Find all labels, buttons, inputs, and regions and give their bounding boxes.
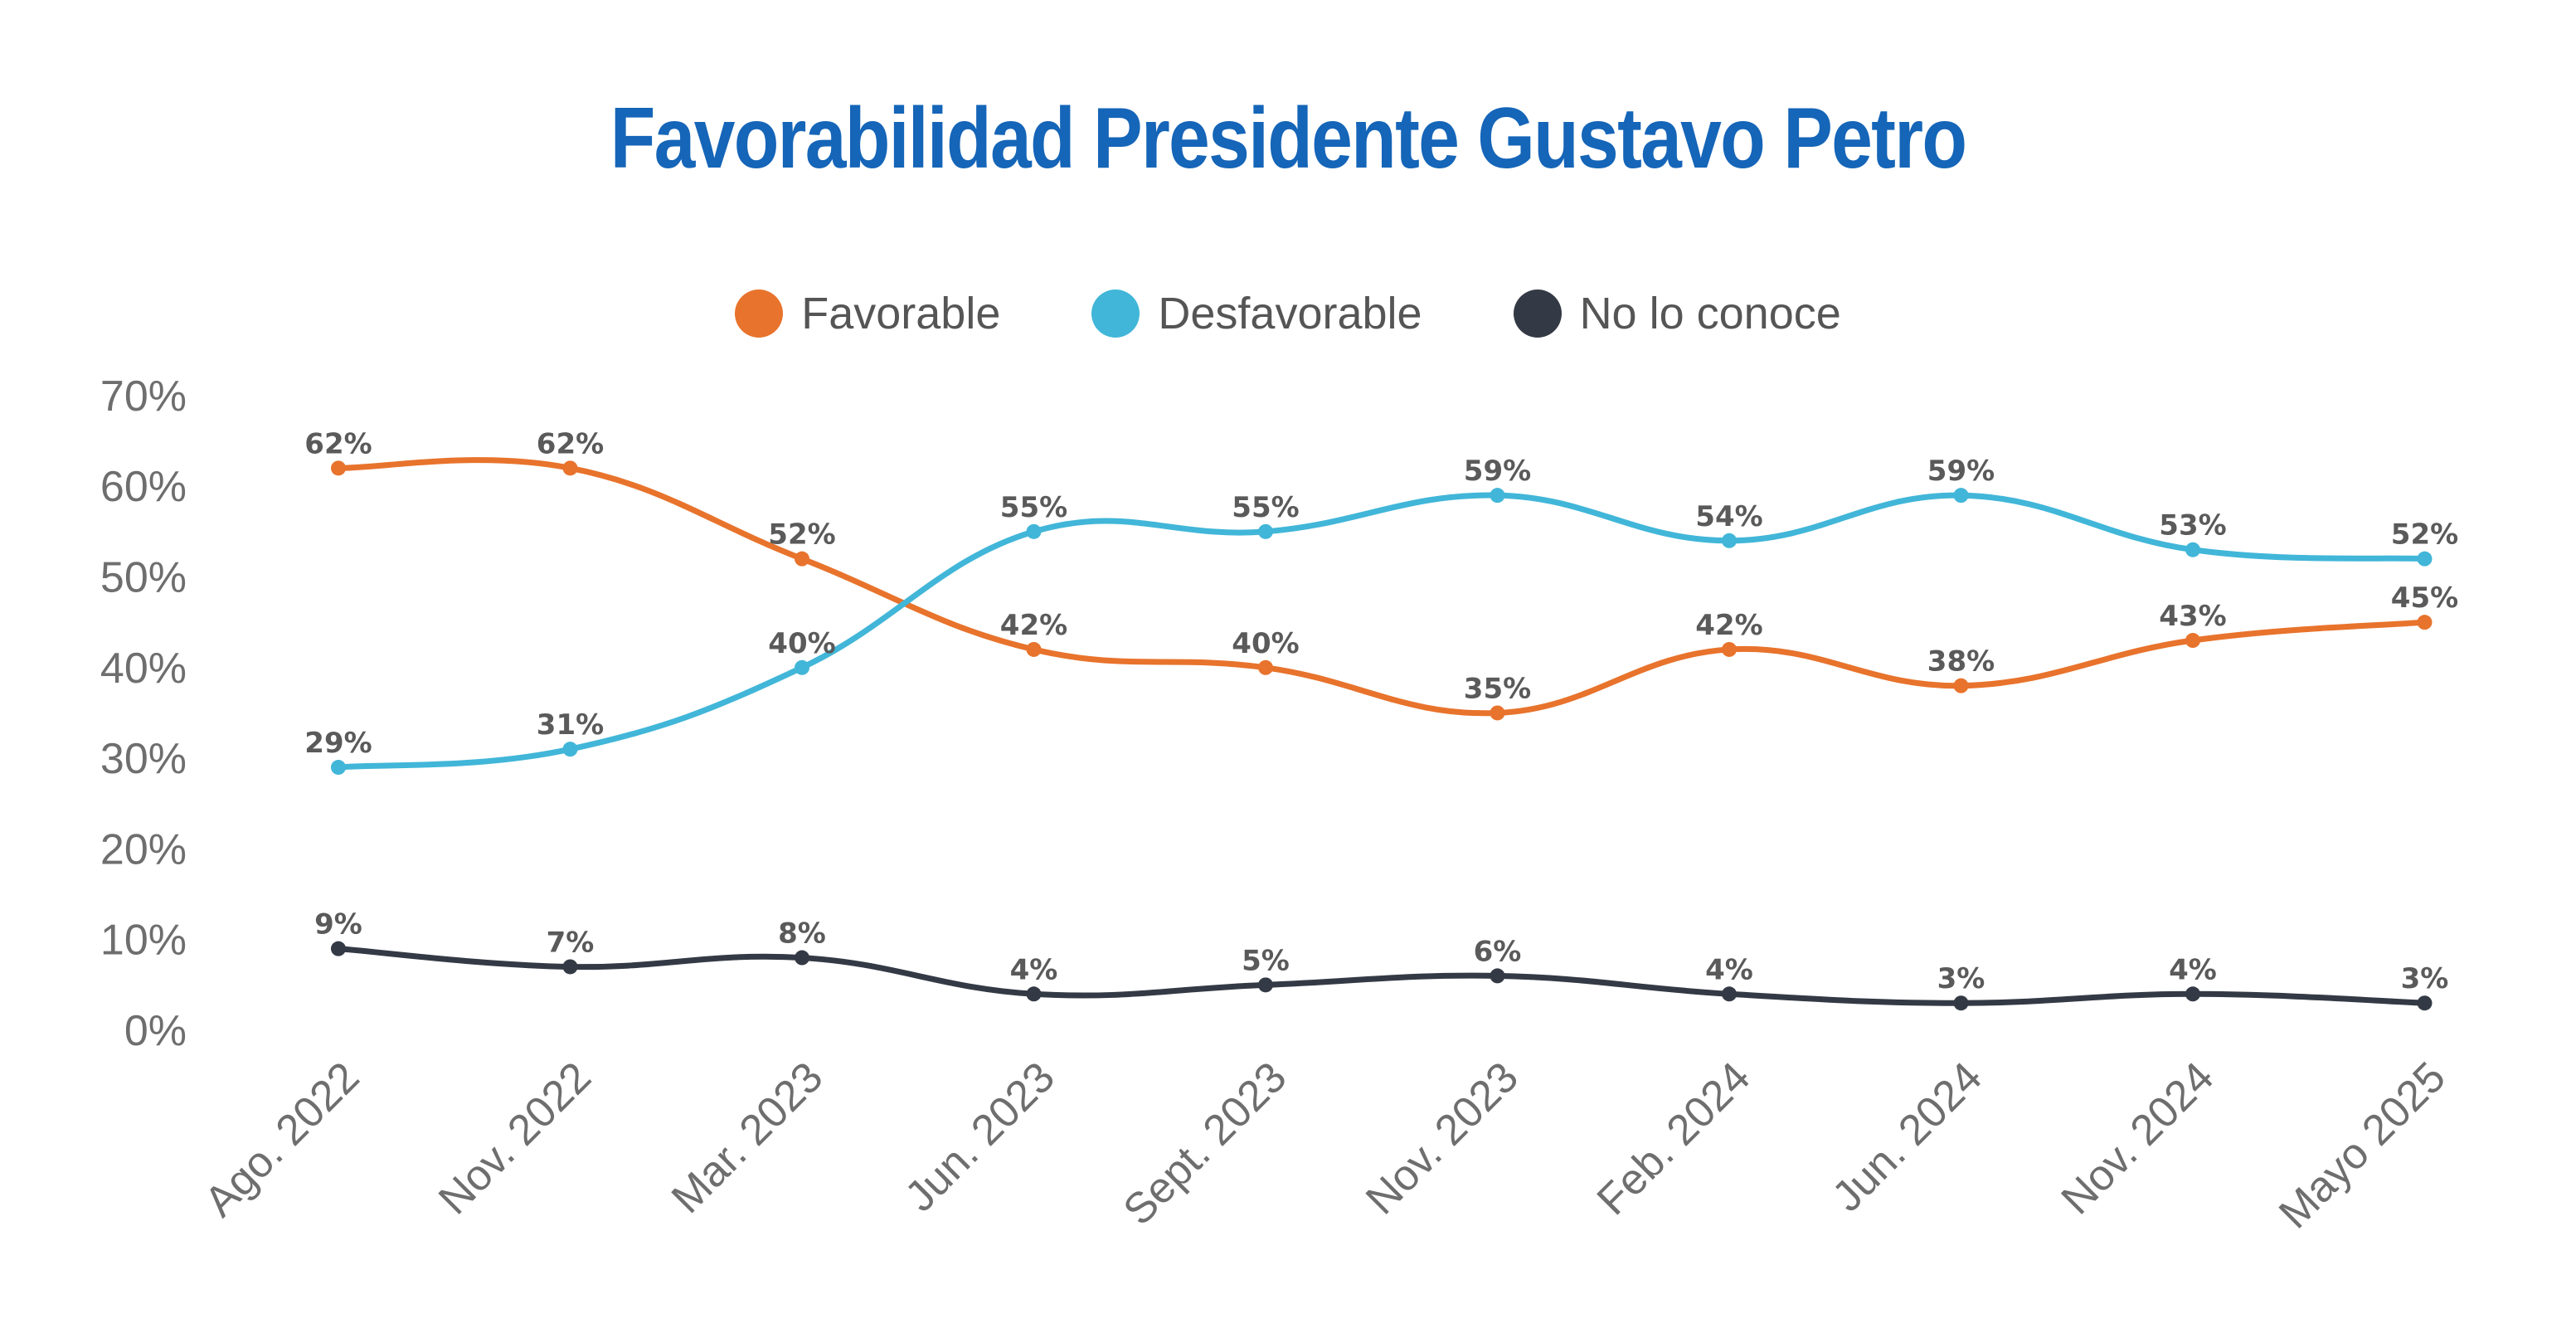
legend-item-favorable: Favorable bbox=[735, 288, 1000, 339]
data-label-favorable: 42% bbox=[1695, 609, 1762, 642]
data-label-no-lo-conoce: 4% bbox=[1705, 953, 1753, 986]
data-point-desfavorable bbox=[1953, 488, 1969, 504]
data-point-no-lo-conoce bbox=[1258, 977, 1273, 993]
data-label-favorable: 40% bbox=[1232, 627, 1299, 660]
data-point-desfavorable bbox=[2417, 551, 2433, 567]
x-tick-label: Mayo 2025 bbox=[2270, 1053, 2455, 1238]
data-point-no-lo-conoce bbox=[1722, 986, 1737, 1002]
data-label-favorable: 52% bbox=[768, 518, 835, 552]
data-label-desfavorable: 31% bbox=[537, 708, 604, 742]
data-point-no-lo-conoce bbox=[795, 950, 809, 966]
data-point-favorable bbox=[1490, 705, 1505, 721]
data-label-no-lo-conoce: 3% bbox=[2401, 962, 2449, 995]
data-point-favorable bbox=[562, 460, 578, 476]
data-point-no-lo-conoce bbox=[562, 959, 578, 975]
data-point-favorable bbox=[2185, 633, 2200, 649]
data-point-favorable bbox=[795, 551, 809, 567]
series-line-desfavorable bbox=[335, 492, 2428, 771]
legend-marker-favorable bbox=[735, 289, 784, 338]
data-label-no-lo-conoce: 4% bbox=[2169, 953, 2217, 986]
y-tick-label: 10% bbox=[100, 917, 187, 965]
data-point-desfavorable bbox=[2185, 542, 2200, 557]
legend-label-desfavorable: Desfavorable bbox=[1158, 289, 1422, 338]
data-label-no-lo-conoce: 9% bbox=[314, 908, 362, 941]
data-label-favorable: 45% bbox=[2391, 581, 2458, 615]
data-point-desfavorable bbox=[1026, 523, 1042, 539]
data-point-favorable bbox=[2417, 615, 2433, 630]
legend-item-no-lo-conoce: No lo conoce bbox=[1513, 288, 1841, 339]
data-label-favorable: 62% bbox=[304, 427, 372, 460]
series-line-no-lo-conoce bbox=[335, 946, 2428, 1006]
data-point-no-lo-conoce bbox=[1953, 995, 1969, 1011]
data-point-no-lo-conoce bbox=[1490, 968, 1505, 984]
data-point-favorable bbox=[1258, 659, 1273, 675]
series-line-favorable bbox=[335, 457, 2428, 717]
y-tick-label: 70% bbox=[100, 372, 187, 421]
legend: Favorable Desfavorable No lo conoce bbox=[0, 280, 2576, 347]
data-label-no-lo-conoce: 7% bbox=[547, 926, 595, 959]
data-label-desfavorable: 52% bbox=[2391, 518, 2458, 552]
y-tick-label: 0% bbox=[124, 1007, 187, 1055]
data-point-desfavorable bbox=[1722, 533, 1737, 548]
data-label-desfavorable: 55% bbox=[1000, 491, 1067, 524]
data-point-no-lo-conoce bbox=[2417, 995, 2433, 1011]
data-label-desfavorable: 29% bbox=[304, 727, 372, 760]
data-point-favorable bbox=[1722, 641, 1737, 657]
legend-label-no-lo-conoce: No lo conoce bbox=[1579, 289, 1841, 338]
y-tick-label: 30% bbox=[100, 735, 187, 783]
data-label-desfavorable: 59% bbox=[1464, 455, 1531, 488]
x-tick-label: Jun. 2023 bbox=[896, 1053, 1064, 1221]
data-label-favorable: 42% bbox=[1000, 609, 1067, 642]
data-label-favorable: 43% bbox=[2159, 600, 2226, 633]
data-label-favorable: 62% bbox=[537, 427, 604, 460]
data-label-no-lo-conoce: 8% bbox=[778, 917, 826, 951]
data-point-favorable bbox=[1026, 641, 1042, 657]
data-label-favorable: 38% bbox=[1927, 645, 1995, 679]
data-point-no-lo-conoce bbox=[1026, 986, 1042, 1002]
data-label-desfavorable: 54% bbox=[1695, 500, 1762, 533]
x-tick-label: Mar. 2023 bbox=[663, 1053, 833, 1223]
data-point-desfavorable bbox=[331, 760, 346, 776]
data-label-favorable: 35% bbox=[1464, 672, 1531, 705]
legend-label-favorable: Favorable bbox=[801, 289, 1001, 338]
legend-marker-no-lo-conoce bbox=[1513, 289, 1562, 338]
legend-marker-desfavorable bbox=[1091, 289, 1140, 338]
x-tick-label: Sept. 2023 bbox=[1115, 1053, 1296, 1234]
data-label-no-lo-conoce: 6% bbox=[1474, 935, 1522, 968]
data-label-desfavorable: 59% bbox=[1927, 455, 1995, 488]
x-tick-label: Nov. 2024 bbox=[2053, 1053, 2224, 1224]
data-label-desfavorable: 53% bbox=[2159, 509, 2226, 542]
data-label-no-lo-conoce: 5% bbox=[1242, 944, 1290, 977]
x-tick-label: Nov. 2022 bbox=[430, 1053, 600, 1224]
y-tick-label: 20% bbox=[100, 825, 187, 873]
data-point-desfavorable bbox=[1258, 523, 1273, 539]
data-label-desfavorable: 40% bbox=[768, 627, 835, 660]
data-label-no-lo-conoce: 4% bbox=[1010, 953, 1058, 986]
x-tick-label: Jun. 2024 bbox=[1823, 1053, 1991, 1221]
y-tick-label: 60% bbox=[100, 463, 187, 511]
data-point-desfavorable bbox=[1490, 488, 1505, 504]
legend-item-desfavorable: Desfavorable bbox=[1091, 288, 1422, 339]
data-point-favorable bbox=[1953, 678, 1969, 693]
data-point-desfavorable bbox=[562, 742, 578, 757]
y-tick-label: 40% bbox=[100, 645, 187, 693]
data-point-no-lo-conoce bbox=[331, 941, 346, 956]
data-point-desfavorable bbox=[795, 659, 809, 675]
data-label-desfavorable: 55% bbox=[1232, 491, 1299, 524]
x-tick-label: Feb. 2024 bbox=[1588, 1053, 1760, 1224]
y-tick-label: 50% bbox=[100, 554, 187, 602]
data-point-favorable bbox=[331, 460, 346, 476]
data-point-no-lo-conoce bbox=[2185, 986, 2200, 1002]
x-tick-label: Ago. 2022 bbox=[196, 1053, 369, 1226]
chart-title: Favorabilidad Presidente Gustavo Petro bbox=[610, 90, 1967, 187]
data-label-no-lo-conoce: 3% bbox=[1937, 962, 1985, 995]
x-tick-label: Nov. 2023 bbox=[1357, 1053, 1528, 1224]
